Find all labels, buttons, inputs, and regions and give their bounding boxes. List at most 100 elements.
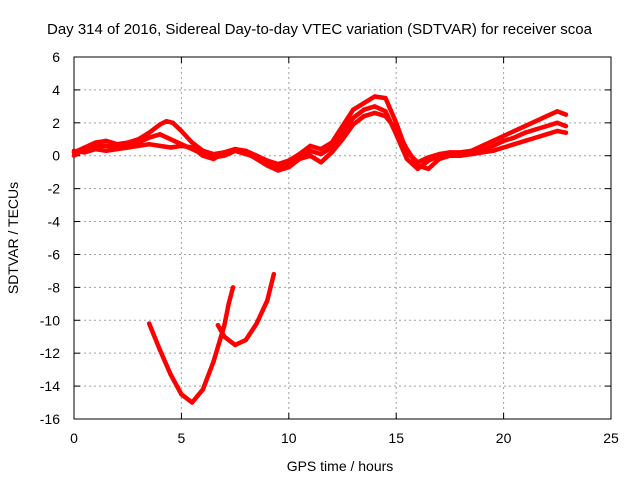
data-point: [372, 110, 377, 116]
data-point: [479, 143, 485, 149]
data-point: [254, 156, 259, 162]
y-tick-label: -16: [40, 411, 60, 427]
data-point: [222, 323, 227, 328]
grid-lines: [74, 57, 611, 419]
data-point: [157, 143, 163, 149]
data-point: [351, 122, 356, 127]
data-point: [415, 163, 420, 168]
data-point: [308, 143, 313, 149]
data-point: [179, 392, 184, 397]
y-tick-label: -10: [40, 312, 60, 328]
data-point: [522, 130, 528, 135]
data-point: [512, 142, 517, 147]
plot-frame: [73, 56, 612, 420]
data-point: [147, 321, 152, 326]
data-point: [533, 127, 538, 132]
data-point: [164, 119, 169, 124]
x-axis-label: GPS time / hours: [287, 458, 394, 474]
data-point: [563, 123, 569, 129]
data-point: [222, 334, 227, 339]
data-point: [512, 135, 517, 140]
data-point: [437, 156, 442, 162]
data-point: [426, 166, 431, 172]
data-point: [372, 104, 377, 109]
data-point: [469, 151, 474, 157]
data-point: [71, 148, 77, 153]
data-point: [479, 150, 485, 155]
data-point: [286, 165, 291, 170]
data-point: [243, 337, 248, 343]
data-point: [104, 138, 109, 144]
y-tick-labels: -16 -14 -12 -10 -8 -6 -4 -2 0 2 4 6: [40, 49, 60, 427]
data-point: [555, 128, 560, 134]
data-point: [93, 146, 98, 152]
data-point: [555, 120, 560, 126]
data-point: [394, 120, 399, 126]
data-point: [275, 168, 281, 173]
data-point: [265, 163, 270, 168]
x-tick-labels: 0 5 10 15 20 25: [70, 430, 619, 446]
data-point: [533, 135, 538, 140]
data-point: [157, 132, 163, 137]
y-tick-label: -14: [40, 378, 60, 394]
y-axis-label: SDTVAR / TECUs: [5, 182, 21, 294]
data-point: [232, 146, 238, 152]
x-tick-label: 5: [178, 430, 186, 446]
data-point: [308, 148, 313, 153]
data-point: [189, 400, 195, 405]
data-point: [104, 143, 109, 149]
data-point: [147, 130, 152, 135]
data-point: [361, 100, 367, 106]
data-point: [179, 128, 184, 134]
data-point: [254, 321, 259, 326]
data-point: [490, 148, 496, 153]
data-point: [168, 137, 173, 142]
data-point: [329, 150, 334, 155]
y-tick-label: -2: [48, 181, 61, 197]
data-point: [147, 142, 152, 147]
y-tick-label: 2: [52, 115, 60, 131]
y-tick-label: -8: [48, 279, 61, 295]
axis-ticks: [73, 56, 612, 420]
data-point: [71, 153, 77, 158]
data-point: [512, 128, 517, 134]
data-point: [533, 119, 538, 124]
data-point: [189, 140, 195, 145]
y-tick-label: 0: [52, 148, 60, 164]
data-point: [490, 143, 496, 149]
data-point: [200, 387, 206, 392]
data-point: [501, 145, 506, 150]
data-point: [104, 148, 109, 153]
data-point: [226, 301, 231, 306]
data-point: [522, 123, 528, 129]
data-point: [168, 145, 173, 150]
data-point: [351, 115, 356, 121]
x-tick-label: 20: [496, 430, 512, 446]
data-point: [383, 109, 388, 114]
x-tick-label: 25: [603, 430, 619, 446]
series-line-track-4: [146, 285, 236, 405]
data-point: [125, 145, 130, 150]
data-point: [383, 114, 388, 119]
data-point: [404, 146, 410, 152]
data-point: [361, 114, 367, 119]
x-tick-label: 0: [70, 430, 78, 446]
data-point: [243, 150, 248, 155]
data-point: [230, 285, 236, 290]
data-point: [211, 359, 216, 364]
data-point: [318, 146, 324, 152]
data-point: [232, 342, 238, 348]
data-point: [308, 153, 313, 158]
chart-title: Day 314 of 2016, Sidereal Day-to-day VTE…: [47, 21, 593, 38]
data-point: [215, 323, 221, 328]
data-point: [544, 114, 549, 119]
data-point: [361, 107, 367, 112]
data-point: [340, 130, 345, 135]
data-point: [404, 156, 410, 162]
data-point: [383, 95, 388, 101]
data-point: [544, 123, 549, 129]
data-point: [271, 272, 276, 277]
data-point: [136, 143, 141, 149]
data-point: [563, 112, 569, 117]
